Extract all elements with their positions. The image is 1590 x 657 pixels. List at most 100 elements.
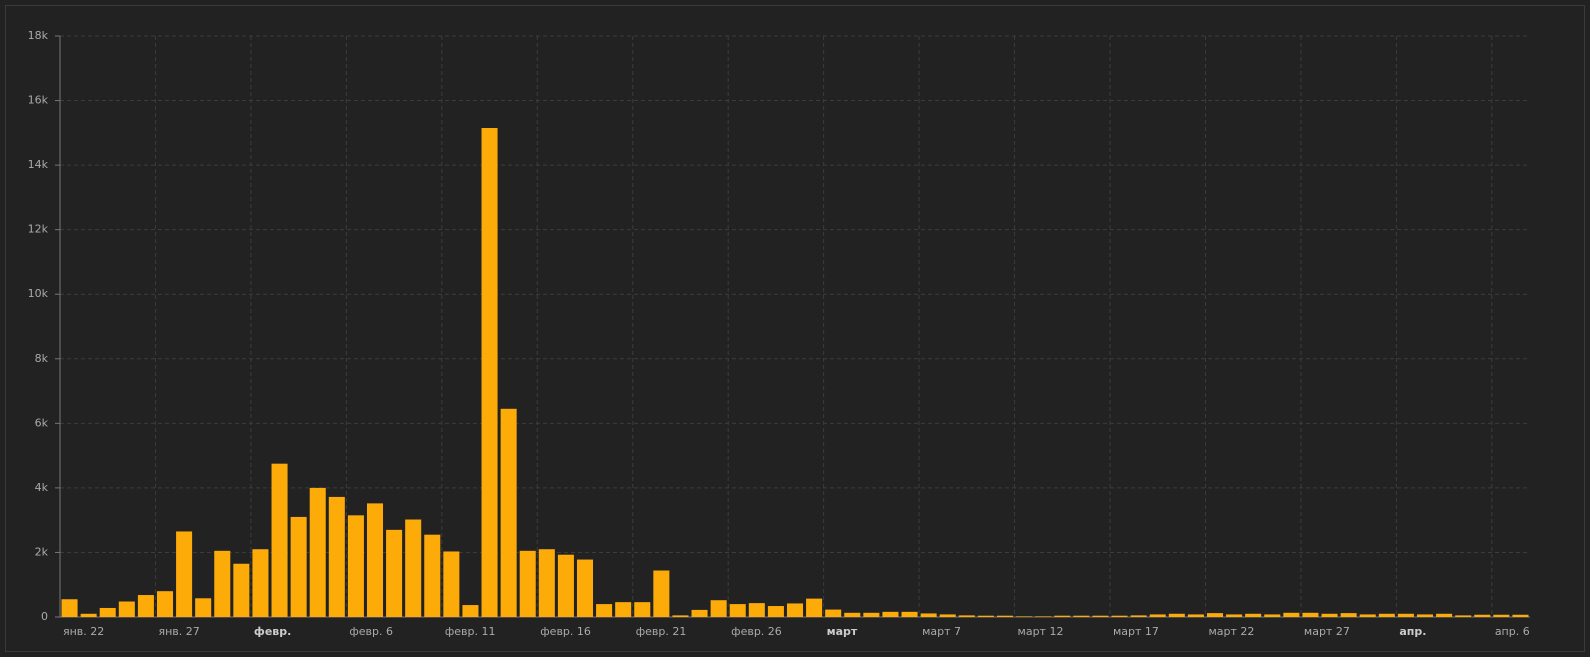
x-tick-label: февр. 21 — [636, 625, 687, 638]
bar — [233, 563, 250, 617]
x-tick-label: янв. 22 — [63, 625, 104, 638]
bar — [958, 615, 975, 617]
bar — [1436, 613, 1453, 617]
bar — [767, 606, 784, 617]
bar — [844, 612, 861, 617]
x-tick-label: март 12 — [1018, 625, 1064, 638]
bar — [195, 598, 212, 617]
x-tick-label: апр. — [1399, 625, 1426, 638]
bar — [576, 559, 594, 617]
bar — [1073, 615, 1090, 617]
bar — [615, 602, 632, 617]
bar — [1168, 613, 1185, 617]
x-tick-label: март 7 — [922, 625, 961, 638]
y-tick-label: 2k — [35, 545, 49, 558]
bar — [481, 127, 498, 617]
bar — [1206, 613, 1224, 617]
bar — [825, 609, 842, 617]
bar — [1455, 615, 1472, 617]
x-tick-label: апр. 6 — [1495, 625, 1530, 638]
bar — [710, 600, 727, 617]
bar — [214, 550, 231, 617]
bar — [806, 598, 823, 617]
bar — [80, 613, 97, 617]
x-tick-label: февр. 26 — [731, 625, 782, 638]
x-tick-label: март 17 — [1113, 625, 1159, 638]
y-tick-label: 14k — [28, 158, 49, 171]
bar — [653, 570, 670, 617]
bar — [1512, 614, 1529, 617]
bar — [920, 613, 937, 617]
y-tick-label: 18k — [28, 29, 49, 42]
bar — [290, 516, 307, 617]
bar — [729, 604, 746, 617]
bar — [1111, 615, 1128, 617]
bar — [1130, 615, 1147, 617]
bar — [596, 604, 613, 617]
y-tick-label: 4k — [35, 481, 49, 494]
bar — [99, 607, 116, 617]
bar — [1321, 613, 1338, 617]
y-tick-label: 0 — [41, 610, 48, 623]
bar — [366, 503, 384, 617]
bar — [405, 519, 422, 617]
x-tick-label: февр. — [254, 625, 291, 638]
bar — [462, 605, 479, 617]
y-tick-label: 12k — [28, 223, 49, 236]
bar — [672, 615, 689, 617]
y-tick-label: 10k — [28, 287, 49, 300]
bar — [863, 612, 880, 617]
bar — [901, 611, 918, 617]
bar — [118, 601, 135, 617]
bar — [176, 531, 193, 617]
bar — [1264, 614, 1281, 617]
bar — [1474, 614, 1491, 617]
bar — [748, 603, 765, 617]
bar — [1035, 616, 1052, 617]
bar — [424, 534, 441, 617]
bar — [1359, 614, 1376, 617]
bar — [309, 487, 326, 617]
bar — [634, 602, 651, 617]
bar — [61, 599, 78, 617]
bar — [156, 591, 174, 617]
bar — [996, 615, 1014, 617]
x-tick-label: март — [827, 625, 858, 638]
bar — [271, 463, 288, 617]
bar — [1226, 614, 1243, 617]
x-tick-label: март 22 — [1208, 625, 1254, 638]
bar — [1245, 613, 1262, 617]
bar — [443, 551, 460, 617]
bar — [939, 614, 956, 617]
chart-frame — [5, 5, 1585, 652]
bar — [1340, 613, 1357, 617]
x-tick-label: февр. 16 — [540, 625, 591, 638]
x-tick-label: янв. 27 — [158, 625, 199, 638]
bar — [557, 554, 574, 617]
bar — [386, 529, 403, 617]
bar — [1149, 614, 1166, 617]
bar — [786, 603, 804, 617]
bar — [519, 550, 536, 617]
bar — [252, 549, 269, 617]
x-tick-label: февр. 11 — [445, 625, 496, 638]
bar — [1016, 616, 1033, 617]
bar — [1378, 613, 1395, 617]
bar — [882, 611, 899, 617]
bar — [328, 496, 345, 617]
bar — [1092, 615, 1109, 617]
x-tick-label: март 27 — [1304, 625, 1350, 638]
bar — [1283, 612, 1300, 617]
bar — [1416, 614, 1434, 617]
bar — [1187, 614, 1204, 617]
bar — [1054, 615, 1071, 617]
bar — [347, 515, 364, 617]
y-tick-label: 6k — [35, 416, 49, 429]
bar — [1302, 612, 1319, 617]
x-tick-label: февр. 6 — [349, 625, 393, 638]
bar — [691, 609, 708, 617]
y-tick-label: 8k — [35, 352, 49, 365]
bar — [500, 408, 517, 617]
